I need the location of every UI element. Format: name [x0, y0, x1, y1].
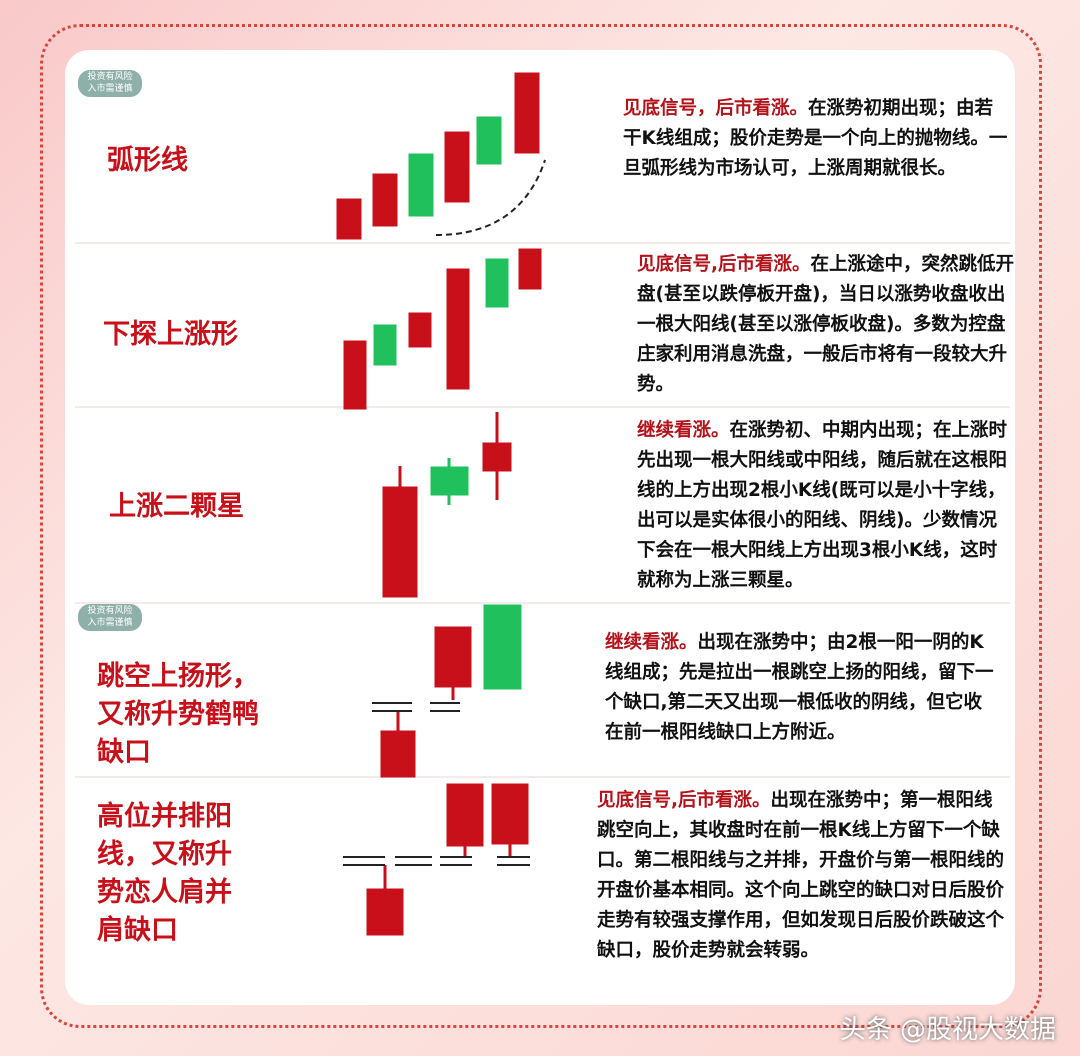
text: 在上涨途中，突然跳低开盘(甚至以跌停板开盘)，当日以涨势收盘收出一根大阳线(甚至… — [637, 254, 1015, 395]
risk-badge: 投资有风险入市需谨慎 — [78, 604, 142, 631]
pattern-name: 弧形线 — [107, 145, 188, 176]
description: 继续看涨。出现在涨势中；由2根一阳一阴的K线组成；先是拉出一根跳空上扬的阳线，留… — [605, 628, 1000, 748]
row: 上涨二颗星 继续看涨。在涨势初、中期内出现；在上涨时先出现一根大阳线或中阳线，随… — [75, 408, 1010, 604]
badge-line: 入市需谨慎 — [87, 618, 133, 628]
highlight: 继续看涨。 — [605, 632, 698, 653]
row: 高位并排阳线，又称升势恋人肩并肩缺口 见底信号,后市看涨。出现在涨势中；第一根阳… — [75, 778, 1010, 990]
card — [65, 50, 1015, 1005]
pattern-name: 跳空上扬形，又称升势鹤鸭缺口 — [97, 661, 259, 768]
text: 在涨势初、中期内出现；在上涨时先出现一根大阳线或中阳线，随后就在这根阳线的上方出… — [637, 420, 1008, 591]
watermark: 头条 @股视大数据 — [839, 1015, 1056, 1045]
pattern-name: 下探上涨形 — [103, 319, 238, 350]
risk-badge: 投资有风险入市需谨慎 — [78, 70, 142, 97]
badge-line: 入市需谨慎 — [87, 84, 133, 94]
row: 跳空上扬形，又称升势鹤鸭缺口 继续看涨。出现在涨势中；由2根一阳一阴的K线组成；… — [75, 604, 1010, 778]
highlight: 见底信号，后市看涨。 — [623, 98, 809, 119]
dotted-frame — [40, 24, 1042, 1028]
pattern-name: 高位并排阳线，又称升势恋人肩并肩缺口 — [97, 801, 232, 946]
text: 出现在涨势中；第一根阳线跳空向上，其收盘时在前一根K线上方留下一个缺口。第二根阳… — [597, 790, 1005, 961]
highlight: 见底信号,后市看涨。 — [597, 790, 771, 811]
description: 见底信号,后市看涨。在上涨途中，突然跳低开盘(甚至以跌停板开盘)，当日以涨势收盘… — [637, 250, 1017, 400]
red-candles — [336, 72, 542, 936]
text: 在涨势初期出现；由若干K线组成；股价走势是一个向上的抛物线。一旦弧形线为市场认可… — [623, 98, 1008, 179]
description: 见底信号，后市看涨。在涨势初期出现；由若干K线组成；股价走势是一个向上的抛物线。… — [623, 94, 1011, 184]
highlight: 继续看涨。 — [637, 420, 730, 441]
row: 下探上涨形 见底信号,后市看涨。在上涨途中，突然跳低开盘(甚至以跌停板开盘)，当… — [75, 244, 1014, 408]
row: 弧形线 见底信号，后市看涨。在涨势初期出现；由若干K线组成；股价走势是一个向上的… — [75, 60, 1010, 244]
badge-line: 投资有风险 — [87, 72, 133, 82]
green-candles — [373, 116, 522, 690]
highlight: 见底信号,后市看涨。 — [637, 254, 811, 275]
arc-line — [435, 159, 546, 236]
description: 继续看涨。在涨势初、中期内出现；在上涨时先出现一根大阳线或中阳线，随后就在这根阳… — [637, 416, 1012, 596]
description: 见底信号,后市看涨。出现在涨势中；第一根阳线跳空向上，其收盘时在前一根K线上方留… — [597, 786, 1007, 966]
badge-line: 投资有风险 — [87, 606, 133, 616]
gap-lines — [343, 702, 530, 866]
text: 出现在涨势中；由2根一阳一阴的K线组成；先是拉出一根跳空上扬的阳线，留下一个缺口… — [605, 632, 994, 743]
pattern-name: 上涨二颗星 — [109, 491, 244, 522]
